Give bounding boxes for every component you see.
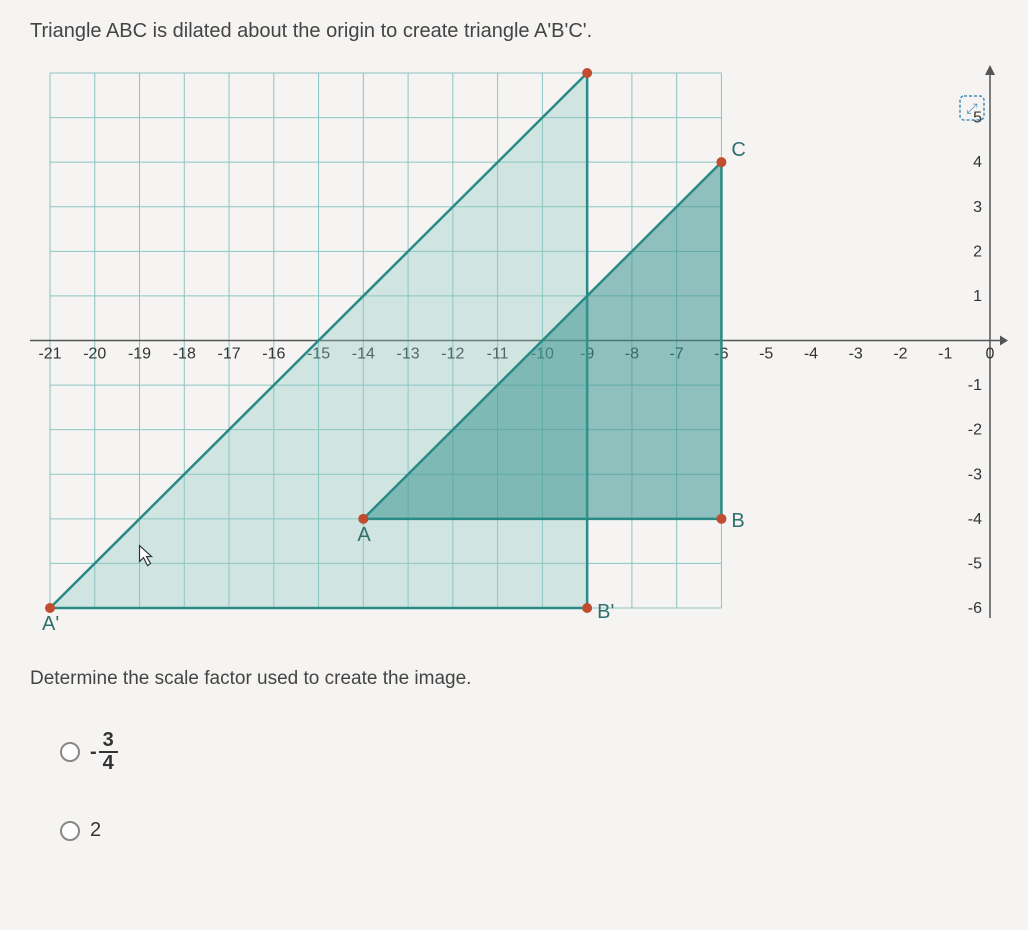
- svg-text:-2: -2: [893, 346, 907, 363]
- radio-icon: [60, 821, 80, 841]
- svg-text:-1: -1: [938, 346, 952, 363]
- svg-text:0: 0: [986, 346, 995, 363]
- option-1-denominator: 4: [99, 753, 118, 774]
- svg-text:-1: -1: [968, 377, 982, 394]
- option-1-neg: -: [90, 741, 97, 764]
- coordinate-chart: -21-20-19-18-17-16-15-14-13-12-11-10-9-8…: [30, 63, 1010, 643]
- svg-text:-3: -3: [849, 346, 863, 363]
- svg-text:2: 2: [973, 243, 982, 260]
- svg-text:3: 3: [973, 199, 982, 216]
- svg-text:-5: -5: [968, 555, 982, 572]
- svg-text:C': C': [581, 63, 599, 68]
- svg-text:-4: -4: [968, 511, 982, 528]
- option-2[interactable]: 2: [60, 819, 1008, 842]
- prompt-text: Determine the scale factor used to creat…: [30, 668, 1008, 690]
- option-1[interactable]: - 3 4: [60, 730, 1008, 774]
- svg-text:-2: -2: [968, 422, 982, 439]
- svg-text:1: 1: [973, 288, 982, 305]
- svg-text:-6: -6: [968, 600, 982, 617]
- svg-text:C: C: [731, 139, 745, 161]
- svg-text:B: B: [731, 510, 744, 532]
- svg-text:-4: -4: [804, 346, 818, 363]
- svg-text:A': A': [42, 613, 59, 635]
- svg-text:-5: -5: [759, 346, 773, 363]
- option-1-numerator: 3: [99, 730, 118, 753]
- chart-svg: -21-20-19-18-17-16-15-14-13-12-11-10-9-8…: [30, 63, 1010, 643]
- svg-text:4: 4: [973, 154, 982, 171]
- svg-text:⤢: ⤢: [966, 100, 977, 116]
- svg-text:-3: -3: [968, 466, 982, 483]
- svg-text:-19: -19: [128, 346, 151, 363]
- svg-text:-21: -21: [38, 346, 61, 363]
- svg-text:-18: -18: [173, 346, 196, 363]
- radio-icon: [60, 742, 80, 762]
- svg-text:A: A: [357, 524, 371, 546]
- question-text: Triangle ABC is dilated about the origin…: [30, 20, 1008, 43]
- svg-text:-17: -17: [217, 346, 240, 363]
- option-2-label: 2: [90, 819, 101, 842]
- svg-text:-20: -20: [83, 346, 106, 363]
- option-1-fraction: 3 4: [99, 730, 118, 774]
- svg-text:-16: -16: [262, 346, 285, 363]
- svg-text:B': B': [597, 601, 614, 623]
